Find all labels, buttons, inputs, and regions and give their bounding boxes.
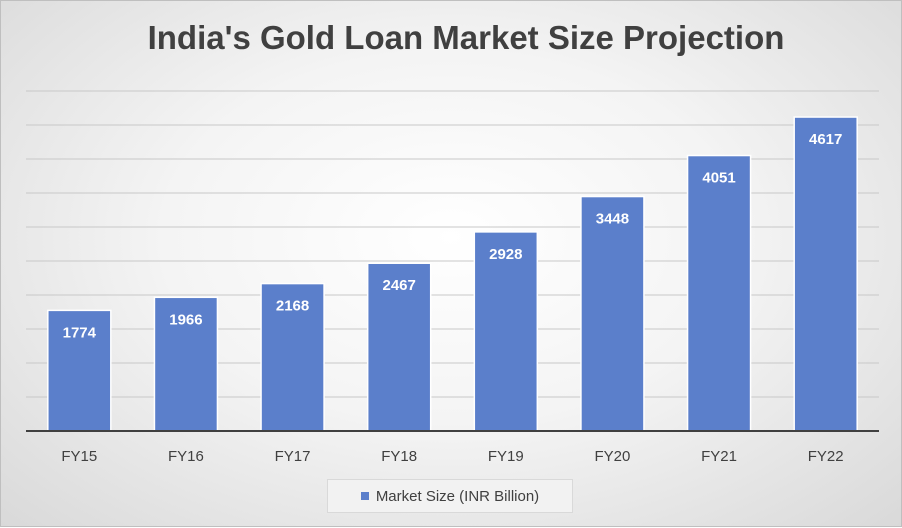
data-label-fy22: 4617 — [809, 131, 842, 148]
x-tick-label-fy20: FY20 — [595, 448, 631, 465]
x-tick-label-fy16: FY16 — [168, 448, 204, 465]
legend-label: Market Size (INR Billion) — [375, 487, 540, 505]
data-labels: 1774 1966 2168 2467 2928 3448 4051 4617 — [63, 131, 843, 341]
x-tick-label-fy22: FY22 — [808, 448, 844, 465]
bar-fy17 — [260, 282, 325, 432]
bar-fy19 — [473, 231, 539, 432]
data-label-fy20: 3448 — [596, 211, 629, 228]
x-tick-labels: FY15 FY16 FY17 FY18 FY19 FY20 FY21 FY22 — [61, 448, 843, 465]
bar-fy20 — [580, 195, 645, 432]
data-label-fy17: 2168 — [276, 298, 309, 315]
data-label-fy19: 2928 — [489, 246, 522, 263]
x-tick-label-fy17: FY17 — [275, 448, 311, 465]
data-label-fy21: 4051 — [702, 170, 735, 187]
x-tick-label-fy18: FY18 — [381, 448, 417, 465]
bar-fy15 — [47, 309, 112, 432]
legend: Market Size (INR Billion) — [327, 479, 573, 513]
x-tick-label-fy21: FY21 — [701, 448, 737, 465]
bar-fy22 — [793, 116, 858, 432]
data-label-fy16: 1966 — [169, 311, 202, 328]
data-label-fy18: 2467 — [383, 277, 416, 294]
bar-fy21 — [686, 154, 752, 432]
x-tick-label-fy19: FY19 — [488, 448, 524, 465]
data-label-fy15: 1774 — [63, 324, 97, 341]
chart-title: India's Gold Loan Market Size Projection — [147, 19, 785, 56]
x-tick-label-fy15: FY15 — [61, 448, 97, 465]
legend-swatch — [360, 492, 369, 500]
bars — [47, 116, 858, 432]
